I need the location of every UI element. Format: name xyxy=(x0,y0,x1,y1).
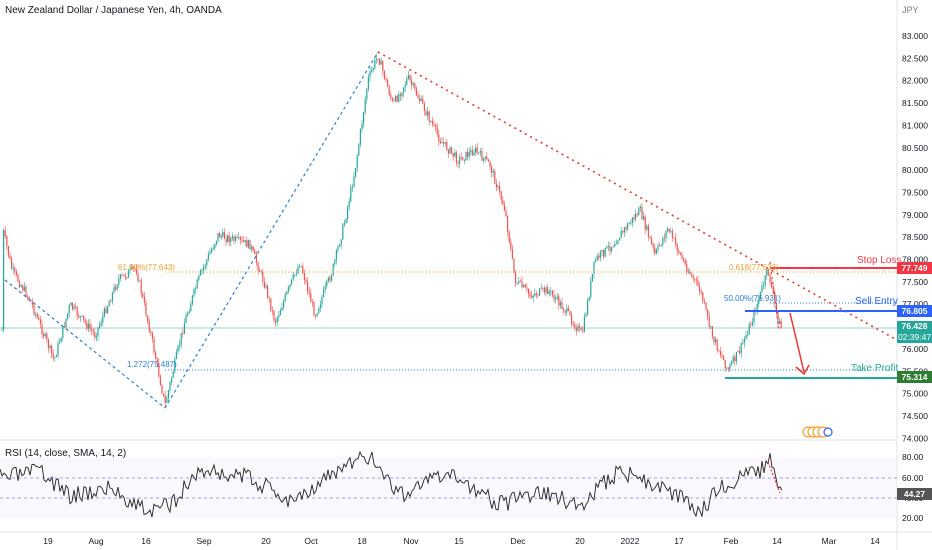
price-tick-label: 79.000 xyxy=(902,210,928,220)
fib-1272-label: 1.272(75.487) xyxy=(127,360,177,369)
price-tick-label: 80.500 xyxy=(902,143,928,153)
price-tick-label: 74.500 xyxy=(902,411,928,421)
trend-line-up-blue xyxy=(164,51,379,409)
price-tick-label: 78.500 xyxy=(902,232,928,242)
projection-arrow xyxy=(789,312,805,373)
price-tick-label: 82.500 xyxy=(902,53,928,63)
trend-line-red-small xyxy=(769,261,780,331)
events-icon[interactable] xyxy=(802,426,833,438)
time-tick-label: 16 xyxy=(141,536,151,546)
take-profit-label: Take Profit xyxy=(851,363,898,374)
time-tick-label: 20 xyxy=(261,536,271,546)
price-tick-label: 74.000 xyxy=(902,433,928,443)
price-tick-label: 77.500 xyxy=(902,277,928,287)
rsi-tick-label: 60.00 xyxy=(902,473,924,483)
sell-entry-label: Sell Entry xyxy=(855,296,898,307)
fib-618-left-label: 61.80%(77.643) xyxy=(118,263,175,272)
sell-entry-badge: 76.805 xyxy=(897,305,932,317)
time-tick-label: 15 xyxy=(454,536,464,546)
fib-50-label: 50.00%(76.931) xyxy=(724,294,781,303)
rsi-tick-label: 80.00 xyxy=(902,452,924,462)
stop-loss-badge: 77.749 xyxy=(897,262,932,274)
price-tick-label: 79.500 xyxy=(902,187,928,197)
price-tick-label: 81.500 xyxy=(902,98,928,108)
price-tick-label: 80.000 xyxy=(902,165,928,175)
take-profit-badge: 75.314 xyxy=(897,371,932,383)
time-tick-label: 19 xyxy=(43,536,53,546)
time-tick-label: 18 xyxy=(357,536,367,546)
price-tick-label: 77.000 xyxy=(902,299,928,309)
time-tick-label: Dec xyxy=(510,536,526,546)
time-tick-label: Feb xyxy=(724,536,739,546)
rsi-tick-label: 20.00 xyxy=(902,513,924,523)
price-tick-label: 81.000 xyxy=(902,120,928,130)
stop-loss-label: Stop Loss xyxy=(857,255,901,266)
time-tick-label: 2022 xyxy=(621,536,640,546)
time-tick-label: Mar xyxy=(822,536,837,546)
rsi-line xyxy=(0,450,783,518)
time-tick-label: Sep xyxy=(196,536,211,546)
time-tick-label: 14 xyxy=(870,536,880,546)
countdown-timer: 02:39:47 xyxy=(897,332,932,342)
price-tick-label: 83.000 xyxy=(902,31,928,41)
time-axis[interactable]: 19 Aug 16 Sep 20 Oct 18 Nov 15 Dec 20 2022 17 Feb 14 Ma… xyxy=(43,536,880,546)
rsi-trend-line xyxy=(767,461,781,494)
currency-label: JPY xyxy=(902,5,919,15)
rsi-value-badge: 44.27 xyxy=(897,488,932,500)
chart-title: New Zealand Dollar / Japanese Yen, 4h, O… xyxy=(5,5,222,16)
time-tick-label: 14 xyxy=(772,536,782,546)
rsi-title: RSI (14, close, SMA, 14, 2) xyxy=(5,448,127,459)
price-tick-label: 82.000 xyxy=(902,76,928,86)
price-tick-label: 78.000 xyxy=(902,255,928,265)
price-tick-label: 75.000 xyxy=(902,389,928,399)
time-tick-label: Aug xyxy=(88,536,103,546)
time-tick-label: Nov xyxy=(403,536,419,546)
trend-line-down-blue xyxy=(4,279,166,409)
current-price-badge: 76.428 02:39:47 xyxy=(897,321,932,343)
resistance-trend-line xyxy=(377,51,898,341)
candlestick-series xyxy=(1,54,782,407)
time-tick-label: Oct xyxy=(304,536,318,546)
time-tick-label: 20 xyxy=(575,536,585,546)
fib-618-right-label: 0.618(77.633) xyxy=(729,263,779,272)
current-price-value: 76.428 xyxy=(901,321,928,331)
price-tick-label: 76.000 xyxy=(902,344,928,354)
time-tick-label: 17 xyxy=(674,536,684,546)
